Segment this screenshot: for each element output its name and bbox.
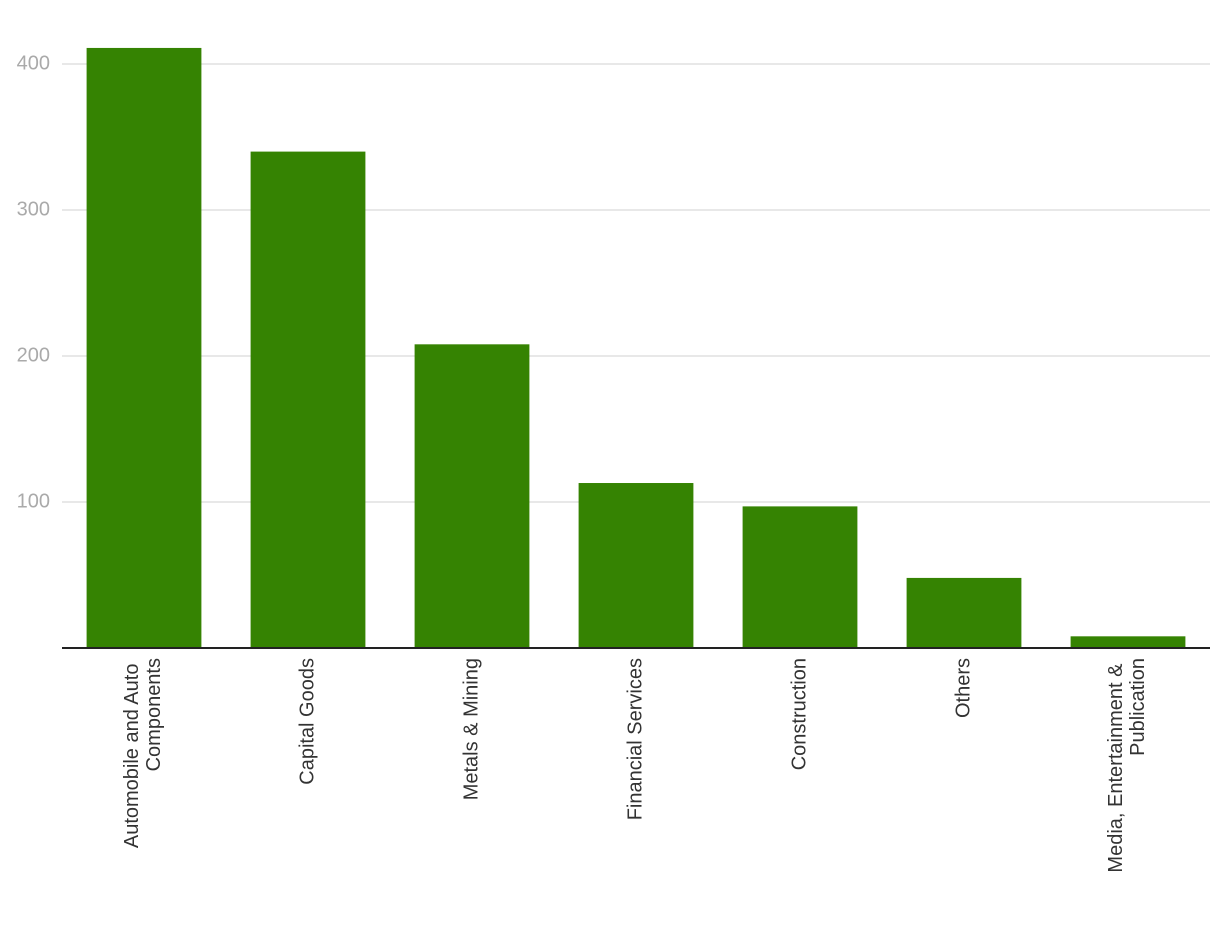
x-tick-label: Metals & Mining (460, 658, 482, 800)
x-tick-label: Capital Goods (296, 658, 318, 785)
x-tick-label: Others (952, 658, 974, 718)
x-tick-label: Financial Services (624, 658, 646, 820)
bar (906, 577, 1022, 648)
x-tick-label: Automobile and Auto Components (121, 658, 165, 848)
y-tick-label: 300 (17, 198, 50, 220)
y-tick-label: 100 (17, 490, 50, 512)
x-tick-label: Media, Entertainment & Publication (1105, 658, 1149, 873)
bar (414, 344, 530, 648)
bar (578, 483, 694, 648)
bar (1070, 636, 1186, 648)
x-tick-label: Construction (788, 658, 810, 770)
y-tick-label: 200 (17, 344, 50, 366)
y-tick-label: 400 (17, 52, 50, 74)
bar (742, 506, 858, 648)
bar (86, 47, 202, 648)
bar (250, 151, 366, 648)
